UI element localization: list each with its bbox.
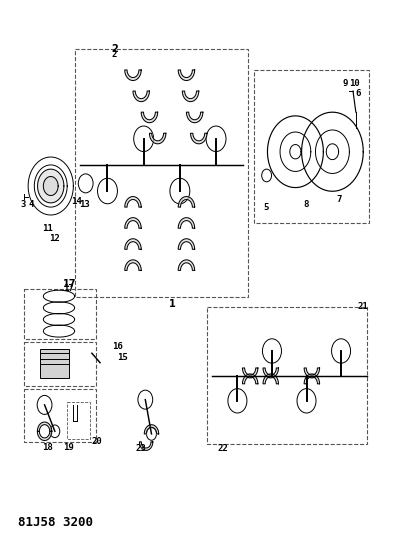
Text: 21: 21 [356, 302, 367, 311]
Polygon shape [124, 260, 141, 270]
Bar [24, 342, 96, 386]
Text: 2: 2 [111, 44, 118, 54]
Text: 16: 16 [112, 342, 123, 351]
Text: 81J58 3200: 81J58 3200 [18, 516, 93, 529]
Bar [24, 389, 96, 442]
Polygon shape [304, 368, 319, 378]
Polygon shape [124, 217, 141, 228]
Text: 20: 20 [92, 438, 102, 446]
Text: 5: 5 [263, 203, 268, 212]
Text: 7: 7 [335, 195, 340, 204]
Text: 6: 6 [355, 89, 360, 98]
Polygon shape [242, 368, 257, 378]
Text: 14: 14 [71, 197, 82, 206]
Bar [75, 49, 247, 297]
Polygon shape [43, 176, 58, 196]
Text: 8: 8 [302, 200, 308, 209]
Bar [24, 289, 96, 339]
Polygon shape [262, 374, 278, 384]
Polygon shape [124, 197, 141, 207]
Polygon shape [37, 431, 52, 440]
Text: 2: 2 [112, 50, 117, 59]
Text: 23: 23 [135, 444, 146, 453]
Text: 4: 4 [28, 200, 33, 209]
Text: 13: 13 [79, 200, 90, 209]
Text: 17: 17 [62, 279, 76, 289]
Bar [67, 402, 90, 439]
Text: 1: 1 [168, 300, 175, 310]
Polygon shape [178, 70, 194, 80]
Polygon shape [37, 422, 52, 431]
Polygon shape [304, 374, 319, 384]
Polygon shape [38, 169, 64, 203]
Polygon shape [133, 91, 149, 102]
Text: 9: 9 [341, 79, 347, 87]
Polygon shape [178, 197, 194, 207]
Polygon shape [242, 374, 257, 384]
Polygon shape [141, 112, 157, 123]
Text: 3: 3 [20, 200, 25, 209]
Text: 22: 22 [217, 444, 228, 453]
Text: 12: 12 [49, 235, 59, 243]
Bar [254, 70, 368, 223]
Text: 19: 19 [63, 442, 74, 451]
Polygon shape [262, 368, 278, 378]
Bar [206, 308, 366, 445]
Polygon shape [124, 70, 141, 80]
Polygon shape [144, 425, 158, 434]
Text: 18: 18 [43, 442, 53, 451]
Text: 17: 17 [63, 285, 74, 293]
Polygon shape [178, 217, 194, 228]
Text: 11: 11 [42, 224, 53, 233]
Text: 15: 15 [117, 353, 128, 362]
Polygon shape [190, 133, 206, 144]
Polygon shape [124, 239, 141, 249]
Polygon shape [178, 239, 194, 249]
Text: 10: 10 [348, 79, 359, 87]
Bar [40, 349, 69, 378]
Polygon shape [178, 260, 194, 270]
Polygon shape [186, 112, 202, 123]
Polygon shape [182, 91, 198, 102]
Polygon shape [149, 133, 166, 144]
Polygon shape [139, 442, 152, 450]
